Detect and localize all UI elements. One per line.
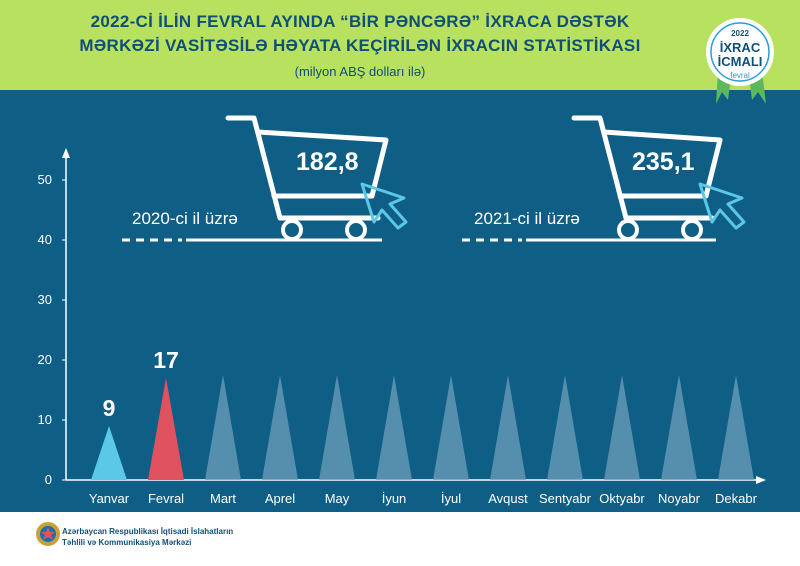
- bar: [376, 375, 412, 480]
- cart-icon: [225, 115, 389, 221]
- x-tick-label: Aprel: [265, 491, 295, 506]
- x-axis-arrow-icon: [756, 476, 766, 484]
- y-tick-label: 50: [38, 172, 52, 187]
- bar: [262, 375, 298, 480]
- cursor-icon: [698, 182, 746, 230]
- footer: [0, 512, 800, 566]
- callout-2021-value: 235,1: [632, 148, 695, 176]
- x-tick-label: İyul: [441, 491, 461, 506]
- bar: [604, 375, 640, 480]
- badge-year: 2022: [731, 29, 749, 38]
- header-bar: [0, 0, 800, 90]
- bar: [547, 375, 583, 480]
- emblem-icon: [36, 522, 60, 546]
- callout-2021: 235,1 2021-ci il üzrə: [462, 115, 746, 242]
- bar: [205, 375, 241, 480]
- bar: [661, 375, 697, 480]
- badge-icon: 2022 İXRAC İCMALI fevral: [706, 18, 774, 104]
- callout-2020-label: 2020-ci il üzrə: [132, 209, 238, 228]
- footer-line1: Azərbaycan Respublikası İqtisadi İslahat…: [62, 527, 234, 536]
- bar: [490, 375, 526, 480]
- cart-icon: [571, 115, 723, 221]
- callout-2020-value: 182,8: [296, 148, 359, 176]
- y-tick-label: 40: [38, 232, 52, 247]
- y-tick-label: 30: [38, 292, 52, 307]
- badge-month: fevral: [730, 71, 750, 80]
- x-tick-label: Sentyabr: [539, 491, 592, 506]
- data-label: 9: [103, 395, 116, 421]
- bar: [718, 375, 754, 480]
- x-tick-label: Yanvar: [89, 491, 130, 506]
- x-tick-label: May: [325, 491, 350, 506]
- chart-units: (milyon ABŞ dolları ilə): [294, 64, 426, 79]
- x-tick-label: Dekabr: [715, 491, 758, 506]
- x-tick-label: Mart: [210, 491, 236, 506]
- bar: [91, 426, 127, 480]
- chart-title-line2: MƏRKƏZİ VASİTƏSİLƏ HƏYATA KEÇİRİLƏN İXRA…: [79, 36, 641, 55]
- x-tick-label: Noyabr: [658, 491, 701, 506]
- x-tick-label: İyun: [382, 491, 407, 506]
- y-tick-label: 20: [38, 352, 52, 367]
- data-label: 17: [153, 347, 179, 373]
- y-axis-arrow-icon: [62, 148, 70, 158]
- footer-org: Azərbaycan Respublikası İqtisadi İslahat…: [62, 526, 233, 548]
- x-tick-label: Oktyabr: [599, 491, 645, 506]
- footer-line2: Təhlili və Kommunikasiya Mərkəzi: [62, 538, 192, 547]
- x-tick-label: Fevral: [148, 491, 184, 506]
- badge-line2: İCMALI: [718, 54, 763, 69]
- callout-2021-label: 2021-ci il üzrə: [474, 209, 580, 228]
- bar: [319, 375, 355, 480]
- y-tick-label: 10: [38, 412, 52, 427]
- cursor-icon: [360, 182, 408, 230]
- y-tick-label: 0: [45, 472, 52, 487]
- badge-line1: İXRAC: [720, 40, 761, 55]
- bar: [148, 378, 184, 480]
- callout-2020: 182,8 2020-ci il üzrə: [122, 115, 408, 242]
- x-tick-label: Avqust: [488, 491, 528, 506]
- chart-title-line1: 2022-Cİ İLİN FEVRAL AYINDA “BİR PƏNCƏRƏ”…: [90, 12, 630, 31]
- bar: [433, 375, 469, 480]
